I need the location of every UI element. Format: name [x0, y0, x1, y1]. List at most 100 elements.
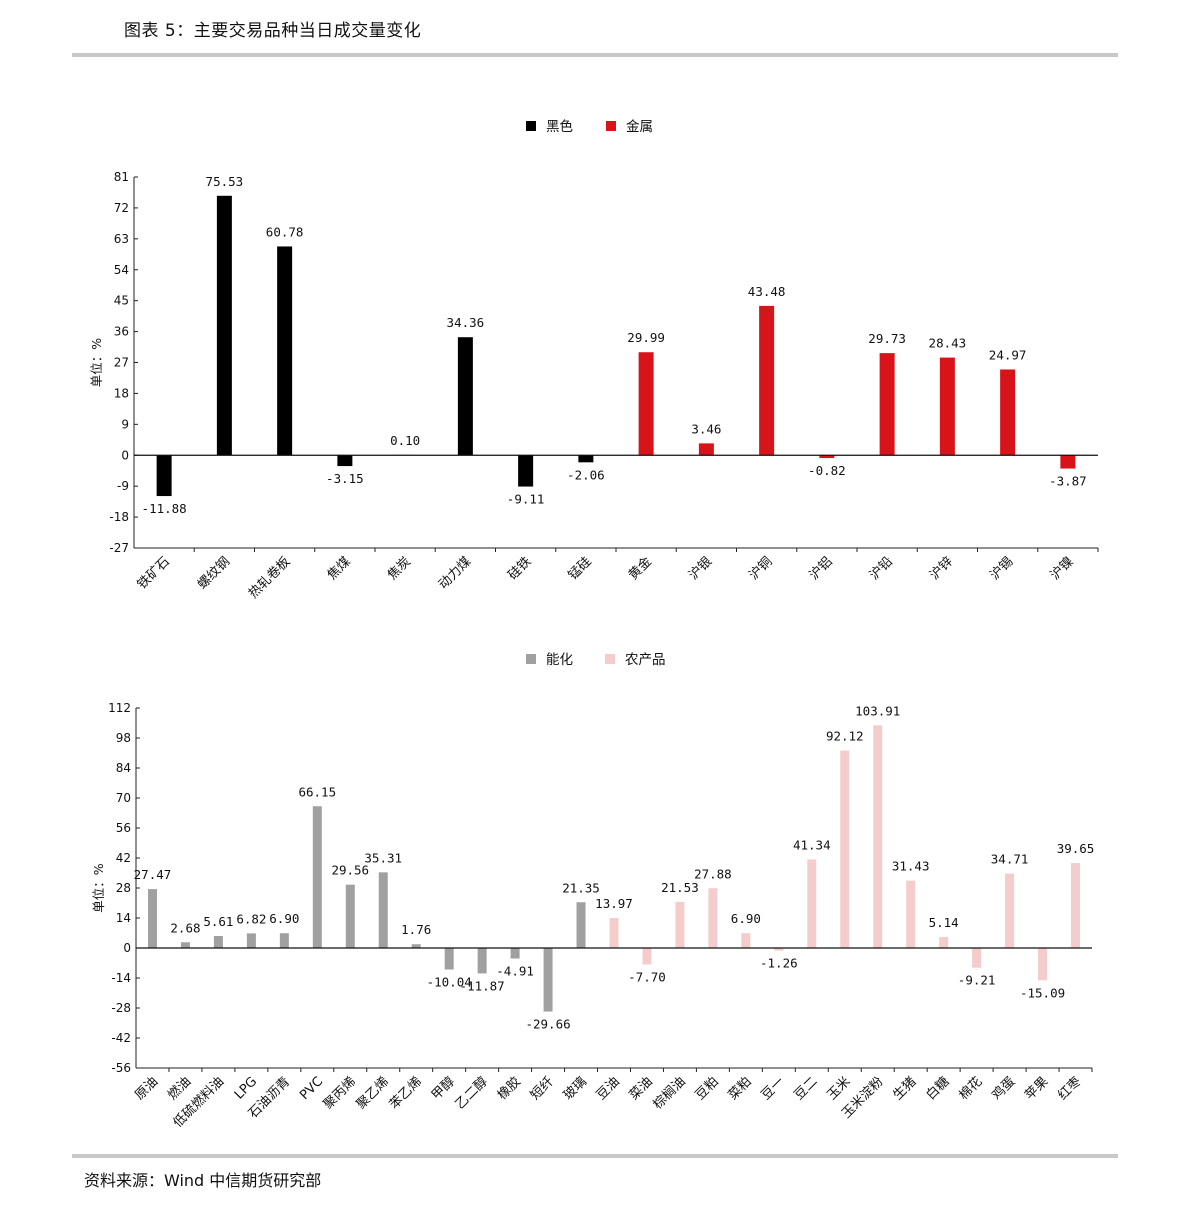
chart1-y-tick-label: 72	[114, 201, 129, 215]
chart1-y-tick-label: 36	[114, 325, 129, 339]
chart2-category-label-10: 甲醇	[428, 1074, 458, 1104]
chart2-category-label-19: 菜粕	[726, 1074, 755, 1103]
chart1-data-label-5: 0.10	[390, 433, 420, 448]
chart2-bar-8	[378, 872, 388, 948]
chart2-data-label-15: 13.97	[595, 896, 633, 911]
chart1-bar-4	[337, 455, 353, 467]
chart2-bar-22	[840, 750, 850, 948]
chart2-bar-2	[180, 942, 190, 948]
chart2-data-label-11: -11.87	[460, 978, 505, 993]
chart1-bar-15	[1000, 369, 1016, 456]
chart2-y-tick-label: 42	[116, 851, 131, 865]
chart1-bar-3	[277, 246, 293, 456]
chart1-bar-6	[457, 337, 473, 456]
chart1-legend: 黑色 金属	[526, 118, 653, 135]
chart2-y-tick-label: 0	[123, 941, 131, 955]
chart2-data-label-14: 21.35	[562, 880, 600, 895]
chart2-bar-27	[1005, 873, 1015, 948]
chart2-category-label-14: 玻璃	[561, 1074, 590, 1103]
chart1-y-tick-label: 45	[114, 294, 129, 308]
chart2-category-label-22: 玉米	[825, 1074, 854, 1103]
chart1-data-label-3: 60.78	[266, 224, 304, 239]
chart2-data-label-27: 34.71	[991, 852, 1029, 867]
chart2-bar-19	[741, 933, 751, 948]
chart-ferrous-metals: 黑色 金属 81 72 63 54 45 36 27 18 9 0 -9 -18 -27 单位：% -11.88…	[89, 118, 1099, 602]
chart2-data-label-13: -29.66	[525, 1017, 570, 1032]
chart2-category-label-26: 棉花	[956, 1074, 986, 1104]
chart1-data-label-8: -2.06	[567, 467, 605, 482]
chart2-bar-4	[246, 933, 256, 948]
chart2-y-tick-label: -56	[111, 1061, 131, 1075]
chart1-legend-label-2: 金属	[626, 119, 653, 135]
chart2-bar-11	[477, 948, 487, 974]
chart2-bar-16	[642, 948, 652, 965]
chart1-y-tick-label: -27	[109, 541, 129, 555]
chart2-bar-9	[411, 944, 421, 948]
chart2-bar-21	[807, 859, 817, 948]
chart2-data-label-29: 39.65	[1057, 841, 1095, 856]
chart1-bar-7	[518, 455, 534, 487]
chart2-category-label-20: 豆一	[759, 1074, 788, 1103]
chart2-category-label-4: LPG	[232, 1074, 260, 1102]
chart2-category-label-28: 苹果	[1022, 1074, 1051, 1103]
chart2-category-label-6: PVC	[297, 1074, 326, 1103]
chart2-bar-25	[939, 936, 949, 948]
chart2-bar-14	[576, 902, 586, 948]
chart2-category-label-27: 鸡蛋	[989, 1074, 1019, 1104]
chart1-y-tick-label: -9	[117, 479, 129, 493]
chart2-bar-28	[1038, 948, 1048, 981]
chart2-data-label-7: 29.56	[331, 863, 369, 878]
chart2-category-label-9: 苯乙烯	[387, 1074, 425, 1112]
chart1-legend-swatch-1	[526, 121, 536, 131]
chart1-data-label-7: -9.11	[507, 492, 545, 507]
chart2-y-tick-label: 14	[116, 911, 131, 925]
chart2-bar-13	[543, 948, 553, 1012]
chart2-category-label-8: 聚乙烯	[354, 1074, 392, 1112]
chart2-data-label-10: -10.04	[427, 975, 472, 990]
chart1-bar-8	[578, 455, 594, 463]
chart1-y-tick-label: 81	[114, 170, 129, 184]
chart2-data-label-12: -4.91	[496, 964, 534, 979]
chart2-bar-6	[312, 806, 322, 948]
chart2-data-label-23: 103.91	[855, 703, 900, 718]
chart1-y-tick-label: 54	[114, 263, 129, 277]
chart2-legend-label-2: 农产品	[625, 652, 666, 668]
chart2-data-label-18: 27.88	[694, 866, 732, 881]
chart2-data-label-9: 1.76	[401, 922, 431, 937]
chart2-category-label-24: 生猪	[891, 1074, 920, 1103]
chart1-legend-swatch-2	[606, 121, 616, 131]
chart1-data-label-9: 29.99	[627, 330, 665, 345]
chart2-data-label-22: 92.12	[826, 729, 864, 744]
chart2-data-label-21: 41.34	[793, 837, 831, 852]
chart1-bar-2	[216, 195, 232, 456]
chart2-data-label-24: 31.43	[892, 859, 930, 874]
chart2-data-label-8: 35.31	[364, 850, 402, 865]
chart2-y-tick-label: 28	[116, 881, 131, 895]
chart2-y-tick-label: 70	[116, 791, 131, 805]
chart2-category-label-12: 橡胶	[494, 1074, 524, 1104]
chart2-data-label-5: 6.90	[269, 911, 299, 926]
chart2-category-label-25: 白糖	[923, 1074, 953, 1104]
chart2-data-label-4: 6.82	[236, 911, 266, 926]
chart1-data-label-12: -0.82	[808, 463, 846, 478]
chart2-category-label-7: 聚丙烯	[321, 1074, 359, 1112]
chart2-y-tick-label: 98	[116, 731, 131, 745]
chart2-legend-swatch-2	[605, 654, 615, 664]
chart2-bar-24	[906, 880, 916, 948]
chart2-y-tick-label: -42	[111, 1031, 131, 1045]
chart1-data-label-15: 24.97	[989, 347, 1027, 362]
chart2-data-label-6: 66.15	[298, 784, 336, 799]
chart1-data-label-13: 29.73	[868, 331, 906, 346]
chart2-category-label-11: 乙二醇	[452, 1074, 491, 1113]
chart2-bar-7	[345, 884, 355, 948]
chart2-data-label-28: -15.09	[1020, 985, 1065, 1000]
chart1-y-tick-label: 63	[114, 232, 129, 246]
chart2-legend: 能化 农产品	[526, 652, 666, 668]
chart2-data-label-17: 21.53	[661, 880, 699, 895]
chart1-data-label-11: 43.48	[748, 284, 786, 299]
chart1-data-label-10: 3.46	[691, 421, 721, 436]
chart-energy-agri: 能化 农产品 112 98 84 70 56 42 28 14 0 -14 -28 -42 -56 单位：% 2…	[91, 652, 1095, 1131]
chart1-bar-1	[156, 455, 172, 497]
chart1-data-label-2: 75.53	[206, 174, 244, 189]
chart1-data-label-1: -11.88	[142, 501, 187, 516]
